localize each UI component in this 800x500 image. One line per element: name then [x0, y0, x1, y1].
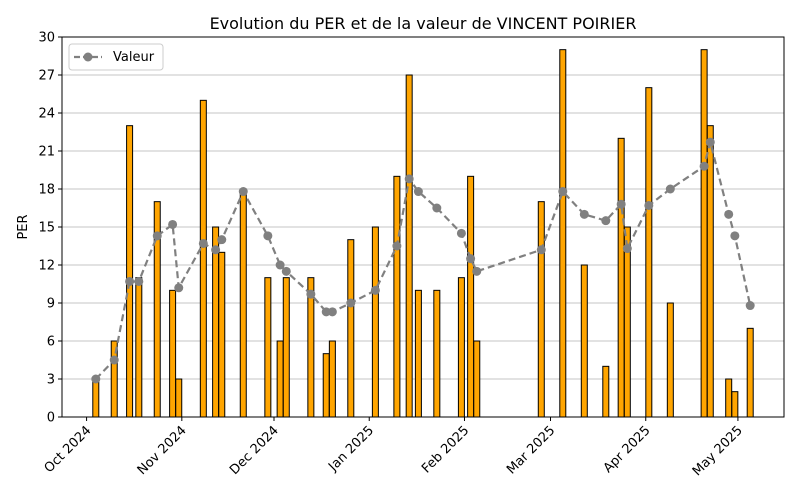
valeur-line-layer	[91, 137, 755, 384]
per-bar	[264, 277, 272, 418]
per-bar	[433, 289, 441, 418]
y-tick-label: 6	[47, 335, 55, 350]
bar-layer	[92, 49, 754, 418]
per-bar	[199, 99, 207, 418]
valeur-point	[168, 219, 178, 229]
y-tick-label: 12	[38, 259, 55, 274]
y-tick-label: 30	[38, 31, 55, 46]
valeur-point	[211, 245, 221, 255]
y-tick-label: 24	[38, 107, 55, 122]
valeur-point	[134, 276, 144, 286]
valeur-point	[109, 355, 119, 365]
legend-marker	[83, 52, 93, 62]
y-tick-label: 27	[38, 69, 55, 84]
valeur-point	[404, 174, 414, 184]
valeur-point	[392, 241, 402, 251]
valeur-point	[217, 235, 227, 245]
valeur-point	[558, 187, 568, 197]
per-bar	[328, 340, 336, 418]
valeur-point	[152, 231, 162, 241]
valeur-point	[174, 283, 184, 293]
valeur-point	[472, 266, 482, 276]
per-bar	[602, 365, 610, 418]
per-bar	[347, 239, 355, 418]
per-bar	[175, 378, 183, 418]
y-tick-label: 15	[38, 221, 55, 236]
valeur-point	[745, 301, 755, 311]
legend-label-valeur: Valeur	[113, 50, 155, 65]
valeur-point	[281, 266, 291, 276]
valeur-point	[327, 307, 337, 317]
valeur-point	[275, 260, 285, 270]
valeur-point	[601, 216, 611, 226]
valeur-point	[730, 231, 740, 241]
valeur-point	[665, 184, 675, 194]
per-bar	[706, 125, 714, 418]
valeur-point	[724, 209, 734, 219]
per-bar	[580, 264, 588, 418]
y-tick-label: 9	[47, 297, 55, 312]
per-bar	[666, 302, 674, 418]
per-bar	[623, 226, 631, 418]
per-bar	[457, 277, 465, 418]
y-tick-label: 18	[38, 183, 55, 198]
per-bar	[405, 74, 413, 418]
y-axis-label: PER	[16, 214, 31, 239]
per-bar	[239, 188, 247, 418]
y-tick-label: 21	[38, 145, 55, 160]
per-bar	[92, 378, 100, 418]
per-bar	[725, 378, 733, 418]
per-bar	[559, 49, 567, 418]
valeur-point	[370, 285, 380, 295]
per-bar	[276, 340, 284, 418]
per-bar	[126, 125, 134, 418]
valeur-point	[644, 200, 654, 210]
valeur-point	[413, 187, 423, 197]
valeur-point	[306, 289, 316, 299]
y-tick-label: 3	[47, 373, 55, 388]
y-tick-label: 0	[47, 411, 55, 426]
legend-box	[68, 43, 164, 71]
valeur-point	[705, 137, 715, 147]
per-bar	[645, 87, 653, 418]
valeur-point	[346, 298, 356, 308]
per-bar	[473, 340, 481, 418]
per-bar	[467, 175, 475, 418]
valeur-point	[466, 254, 476, 264]
per-bar	[700, 49, 708, 418]
y-axis: 0 3 6 9 12 15 18 21 24 27 30	[38, 31, 62, 426]
per-bar	[218, 251, 226, 418]
valeur-point	[536, 245, 546, 255]
valeur-point	[699, 161, 709, 171]
per-bar	[414, 289, 422, 418]
valeur-point	[579, 209, 589, 219]
per-bar	[393, 175, 401, 418]
valeur-point	[432, 203, 442, 213]
valeur-point	[616, 199, 626, 209]
legend: Valeur	[68, 43, 164, 71]
per-bar	[617, 137, 625, 418]
per-bar	[282, 277, 290, 418]
per-bar	[169, 289, 177, 418]
valeur-point	[622, 244, 632, 254]
per-bar	[537, 201, 545, 418]
per-bar	[746, 327, 754, 418]
valeur-point	[198, 238, 208, 248]
per-bar	[212, 226, 220, 418]
valeur-point	[263, 231, 273, 241]
per-bar	[135, 277, 143, 418]
valeur-point	[456, 228, 466, 238]
valeur-point	[91, 374, 101, 384]
per-bar	[731, 391, 739, 418]
valeur-point	[238, 187, 248, 197]
valeur-point	[125, 276, 135, 286]
per-bar	[371, 226, 379, 418]
chart-title: Evolution du PER et de la valeur de VINC…	[210, 14, 637, 33]
per-bar	[322, 353, 330, 418]
